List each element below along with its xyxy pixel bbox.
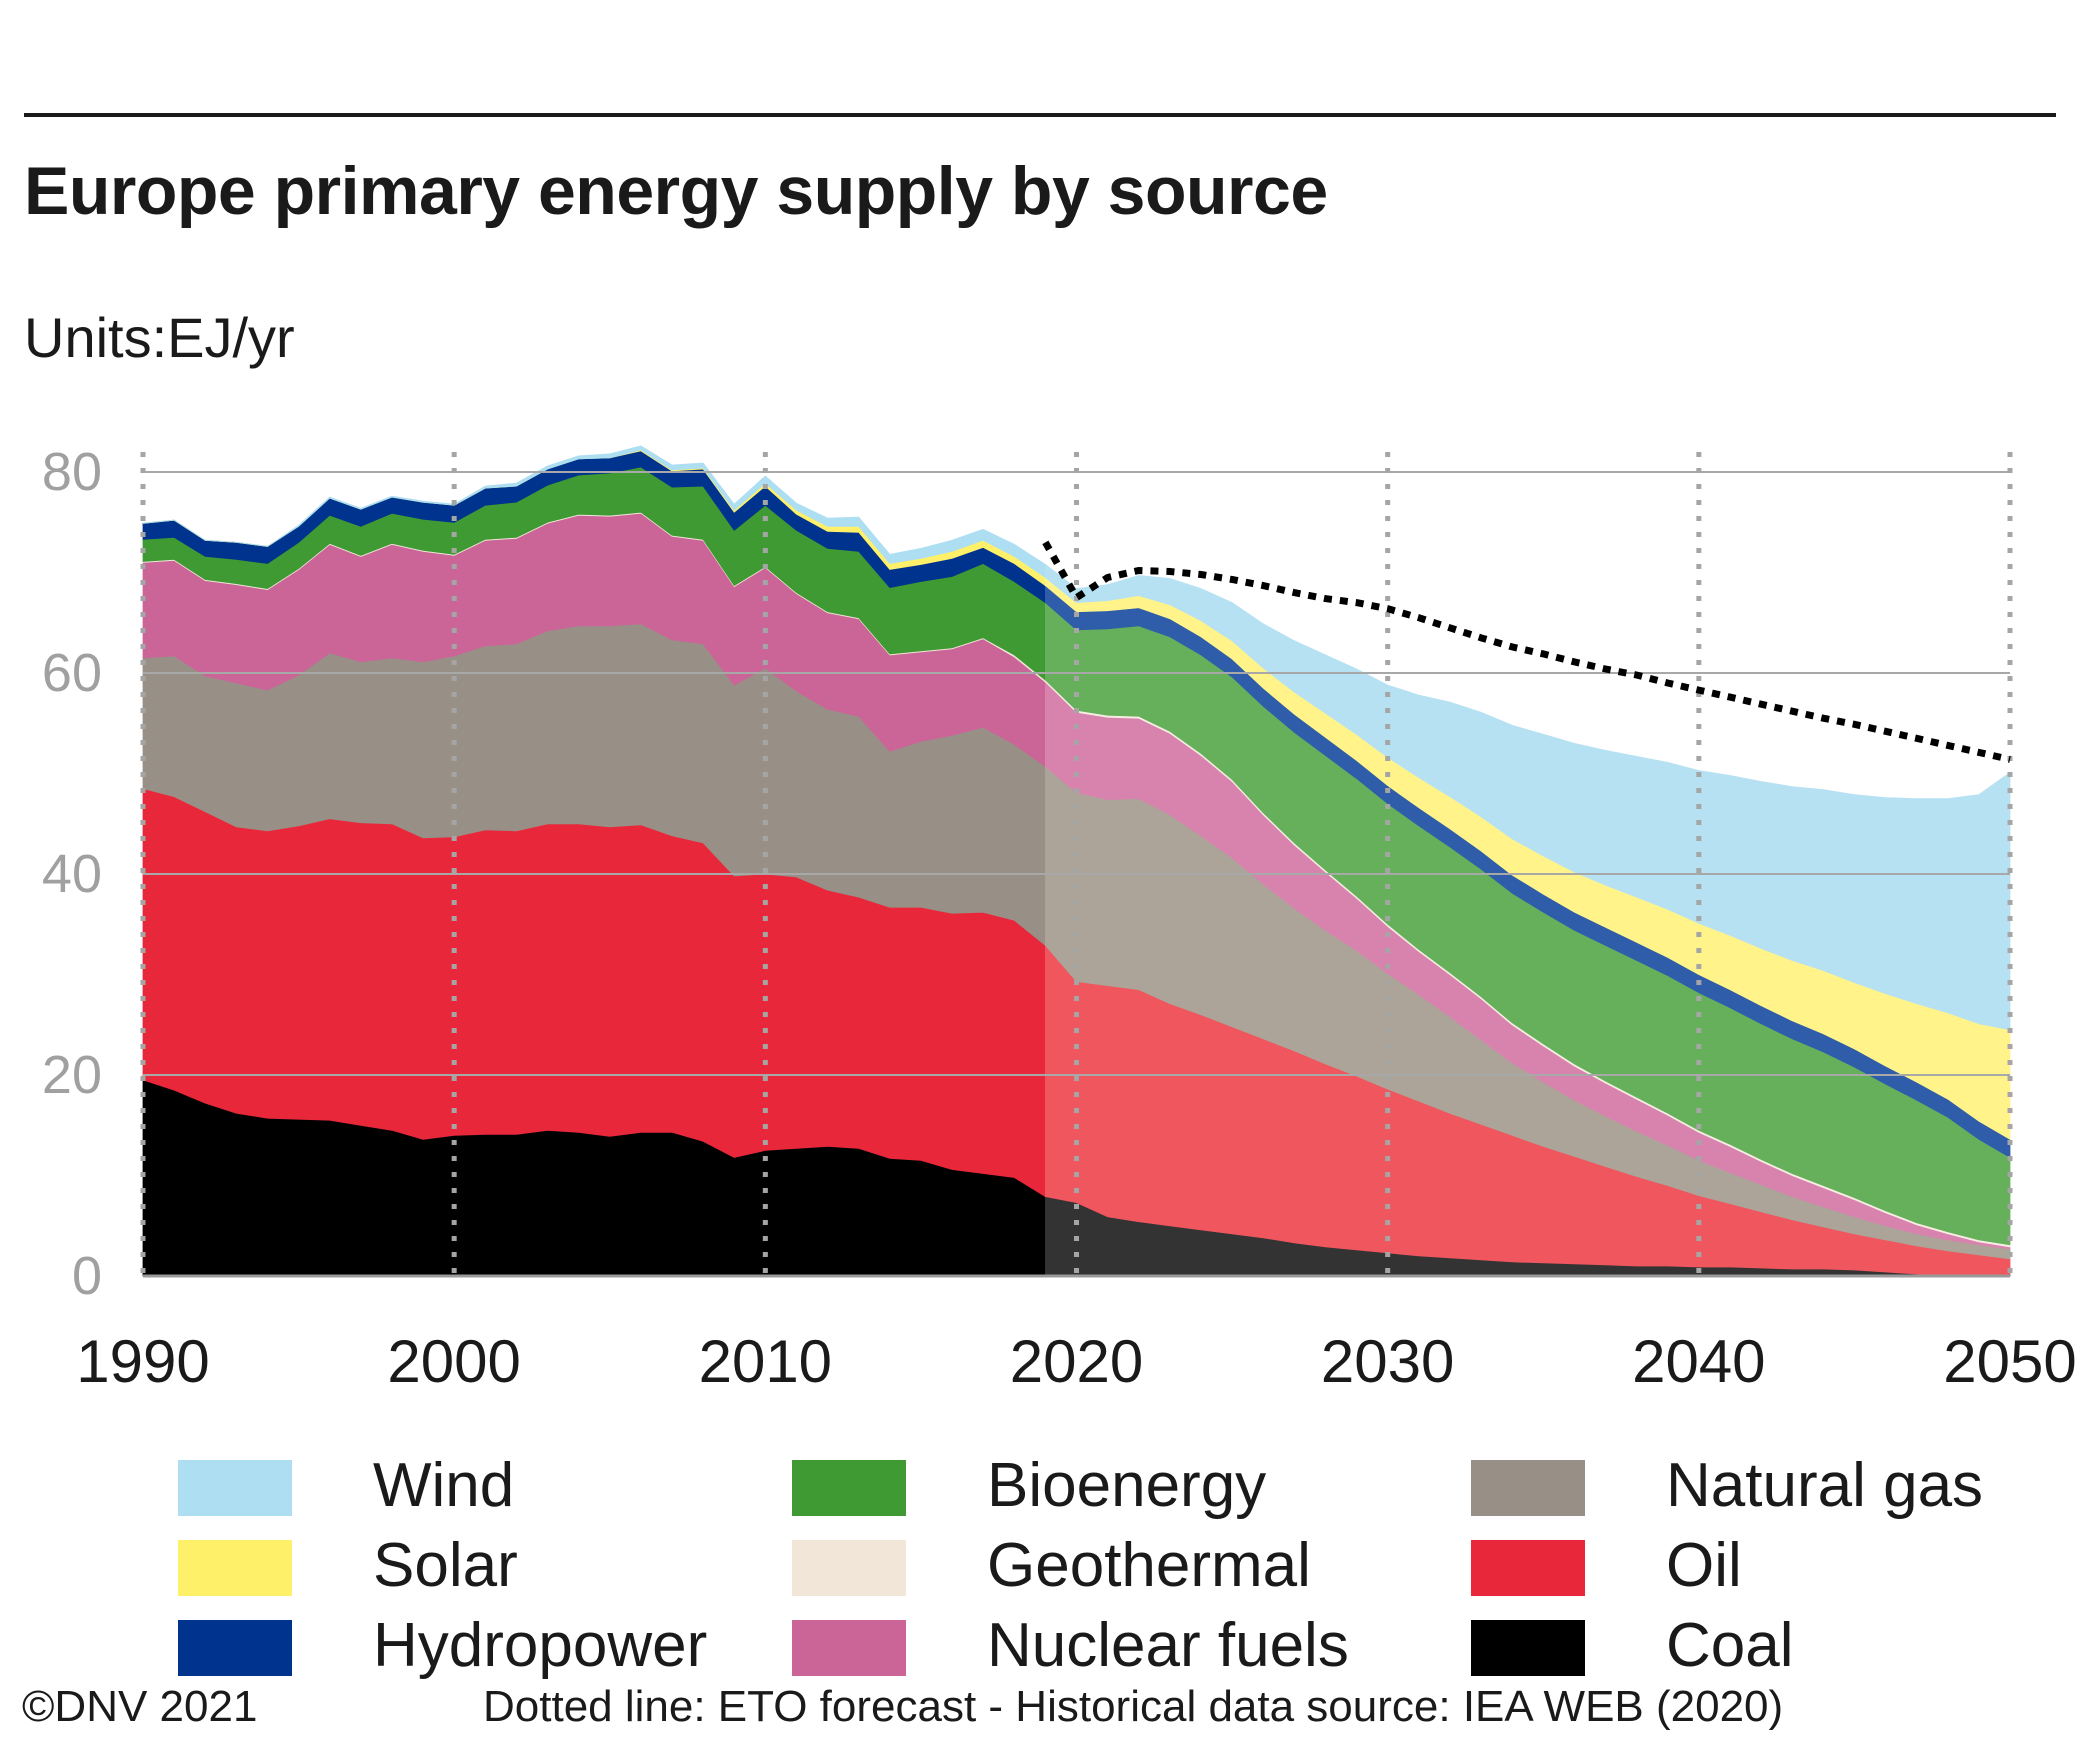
y-axis-ticks: 0 20 40 60 80 <box>42 442 102 1306</box>
copyright-note: ©DNV 2021 <box>22 1682 258 1731</box>
legend-swatch-coal <box>1471 1620 1585 1676</box>
y-tick-label-40: 40 <box>42 844 102 904</box>
y-tick-label-20: 20 <box>42 1045 102 1105</box>
legend-label-oil: Oil <box>1666 1531 1742 1600</box>
legend-swatch-bioenergy <box>792 1460 906 1516</box>
x-axis-ticks: 1990 2000 2010 2020 2030 2040 2050 <box>76 1328 2076 1395</box>
area-series-group <box>142 445 2011 1277</box>
legend-swatch-hydropower <box>178 1620 292 1676</box>
legend-label-geothermal: Geothermal <box>987 1531 1311 1600</box>
legend-swatch-geothermal <box>792 1540 906 1596</box>
x-tick-label-2030: 2030 <box>1321 1328 1454 1395</box>
x-tick-label-1990: 1990 <box>76 1328 209 1395</box>
legend: Wind Solar Hydropower Bioenergy Geothermal Nu… <box>0 1432 2078 1682</box>
legend-label-bioenergy: Bioenergy <box>987 1451 1267 1520</box>
title-rule <box>24 113 2056 117</box>
source-note: Dotted line: ETO forecast - Historical d… <box>483 1682 1784 1731</box>
legend-label-hydropower: Hydropower <box>373 1611 708 1680</box>
x-tick-label-2050: 2050 <box>1943 1328 2076 1395</box>
legend-swatch-nuclear-fuels <box>792 1620 906 1676</box>
legend-swatch-wind <box>178 1460 292 1516</box>
y-tick-label-80: 80 <box>42 442 102 502</box>
legend-label-solar: Solar <box>373 1531 518 1600</box>
legend-swatch-solar <box>178 1540 292 1596</box>
y-tick-label-60: 60 <box>42 643 102 703</box>
legend-swatch-natural-gas <box>1471 1460 1585 1516</box>
x-tick-label-2020: 2020 <box>1010 1328 1143 1395</box>
legend-label-coal: Coal <box>1666 1611 1794 1680</box>
legend-label-wind: Wind <box>373 1451 515 1520</box>
legend-swatch-oil <box>1471 1540 1585 1596</box>
x-tick-label-2000: 2000 <box>387 1328 520 1395</box>
units-label: Units:EJ/yr <box>24 306 295 369</box>
legend-label-nuclear-fuels: Nuclear fuels <box>987 1611 1349 1680</box>
x-tick-label-2010: 2010 <box>699 1328 832 1395</box>
x-tick-label-2040: 2040 <box>1632 1328 1765 1395</box>
y-tick-label-0: 0 <box>72 1246 102 1306</box>
legend-label-natural-gas: Natural gas <box>1666 1451 1984 1520</box>
chart-title: Europe primary energy supply by source <box>24 153 1328 229</box>
eto-forecast-line <box>1042 540 2011 763</box>
